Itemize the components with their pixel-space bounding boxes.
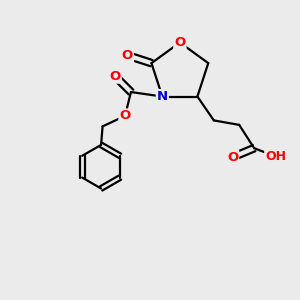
Text: O: O xyxy=(110,70,121,83)
Text: O: O xyxy=(122,49,133,62)
Text: N: N xyxy=(157,90,168,103)
Text: O: O xyxy=(174,36,185,49)
Text: OH: OH xyxy=(265,150,286,163)
Text: O: O xyxy=(119,110,130,122)
Text: O: O xyxy=(227,151,238,164)
